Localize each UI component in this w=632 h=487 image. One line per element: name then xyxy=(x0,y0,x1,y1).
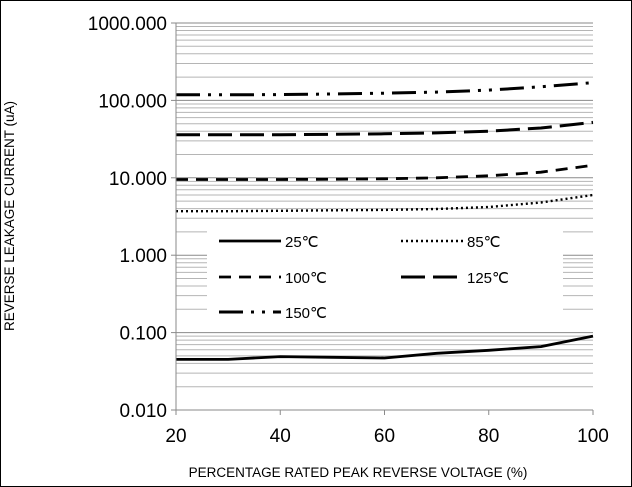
y-tick-label: 0.100 xyxy=(119,324,167,345)
series-line xyxy=(176,334,594,361)
legend-box xyxy=(207,229,563,331)
x-tick-label: 20 xyxy=(165,426,186,447)
legend-label: 125℃ xyxy=(467,270,509,287)
grid xyxy=(176,22,593,411)
axes: 0.010 0.100 1.000 10.000 100.000 1000.000 20 40… xyxy=(88,14,609,447)
x-tick-label: 40 xyxy=(270,426,291,447)
y-tick-label: 1.000 xyxy=(119,246,167,267)
legend-label: 25℃ xyxy=(285,234,319,251)
legend-label: 100℃ xyxy=(285,270,327,287)
y-axis-title: REVERSE LEAKAGE CURRENT (uA) xyxy=(2,101,17,331)
series-line xyxy=(176,163,594,181)
x-tick-label: 80 xyxy=(478,426,499,447)
y-tick-label: 100.000 xyxy=(98,91,167,112)
legend-label: 150℃ xyxy=(285,305,327,322)
x-tick-label: 60 xyxy=(374,426,395,447)
x-tick-label: 100 xyxy=(577,426,609,447)
y-tick-label: 10.000 xyxy=(109,169,167,190)
y-tick-label: 1000.000 xyxy=(88,14,167,35)
y-tick-label: 0.010 xyxy=(119,401,167,422)
series-line xyxy=(176,81,594,97)
legend-label: 85℃ xyxy=(467,234,501,251)
legend: 25℃ 85℃ 100℃ 125℃ 150℃ xyxy=(207,229,563,331)
series-lines xyxy=(176,81,594,361)
x-axis-title: PERCENTAGE RATED PEAK REVERSE VOLTAGE (%… xyxy=(189,465,528,480)
series-line xyxy=(176,120,594,137)
